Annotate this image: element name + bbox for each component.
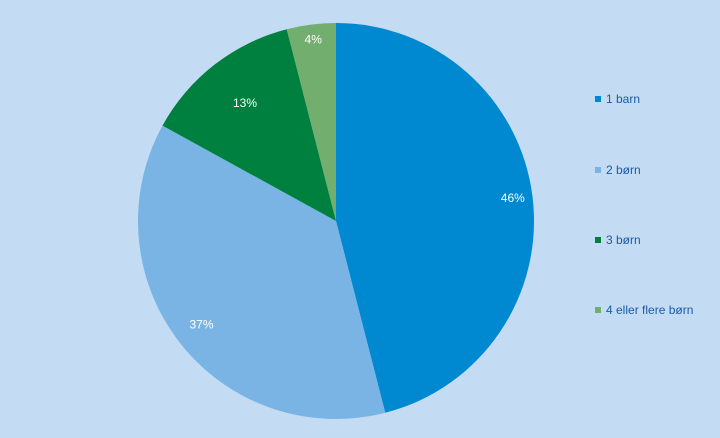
legend-item-1-barn: 1 barn [595, 92, 706, 107]
legend-label-2-born: 2 børn [606, 163, 641, 177]
slice-value-label-3: 13% [233, 96, 257, 110]
legend-item-4-eller-flere-born: 4 eller flere børn [595, 303, 706, 318]
slice-value-label-2: 37% [189, 318, 213, 332]
legend-item-3-born: 3 børn [595, 233, 706, 248]
slice-value-label-4: 4% [305, 32, 323, 46]
legend-swatch-1-barn [595, 96, 601, 102]
pie-slice-3 [162, 29, 336, 221]
legend-label-3-born: 3 børn [606, 233, 641, 247]
pie-slice-2 [137, 125, 386, 420]
pie-slice-1 [336, 23, 535, 413]
legend-item-2-born: 2 børn [595, 163, 706, 178]
legend-swatch-2-born [595, 167, 601, 173]
legend-swatch-4-eller-flere-born [595, 307, 601, 313]
pie-slice-4 [286, 23, 336, 221]
legend-swatch-3-born [595, 237, 601, 243]
legend-label-4-eller-flere-born: 4 eller flere børn [606, 303, 694, 317]
slice-value-label-1: 46% [501, 191, 525, 205]
legend-label-1-barn: 1 barn [606, 92, 641, 106]
